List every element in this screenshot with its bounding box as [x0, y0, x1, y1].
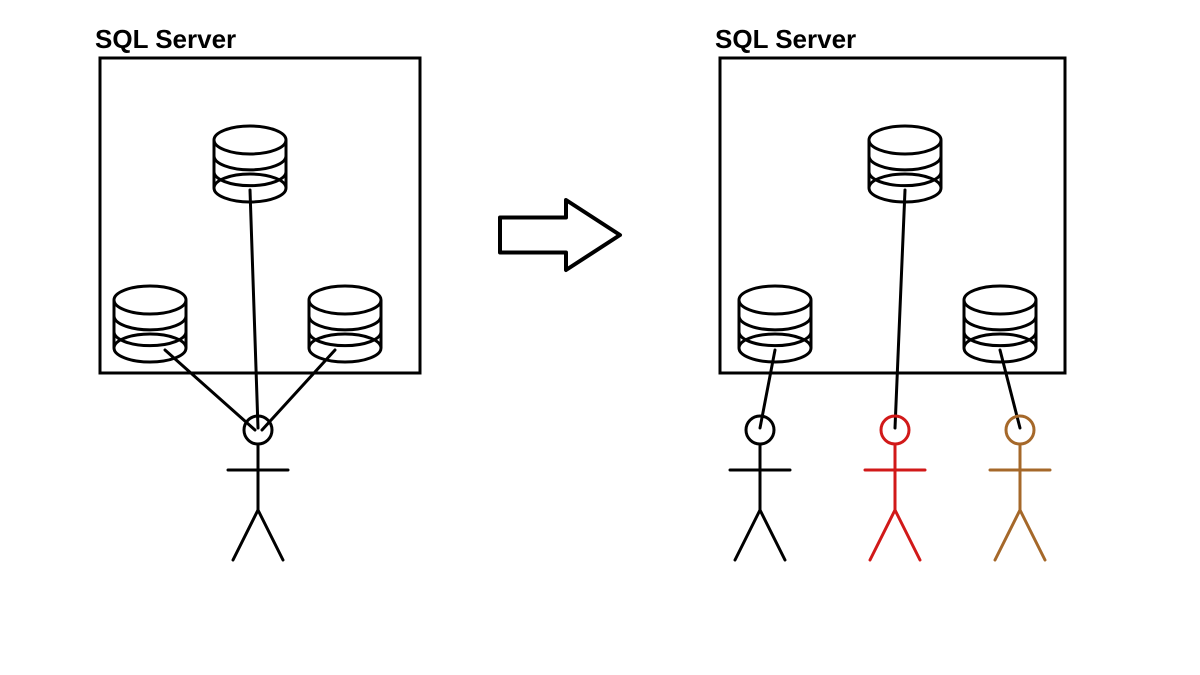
user-icon: [228, 416, 288, 560]
connector-line: [165, 350, 255, 430]
server-box: [720, 58, 1065, 373]
user-icon: [730, 416, 790, 560]
user-icon: [865, 416, 925, 560]
server-title: SQL Server: [95, 24, 236, 54]
connector-line: [895, 190, 905, 428]
connector-line: [262, 350, 335, 430]
connector-line: [250, 190, 258, 428]
arrow-icon: [500, 200, 620, 270]
user-icon: [990, 416, 1050, 560]
diagram-canvas: SQL Server SQL Server: [0, 0, 1200, 675]
database-icon: [309, 286, 381, 362]
database-icon: [114, 286, 186, 362]
server-title: SQL Server: [715, 24, 856, 54]
